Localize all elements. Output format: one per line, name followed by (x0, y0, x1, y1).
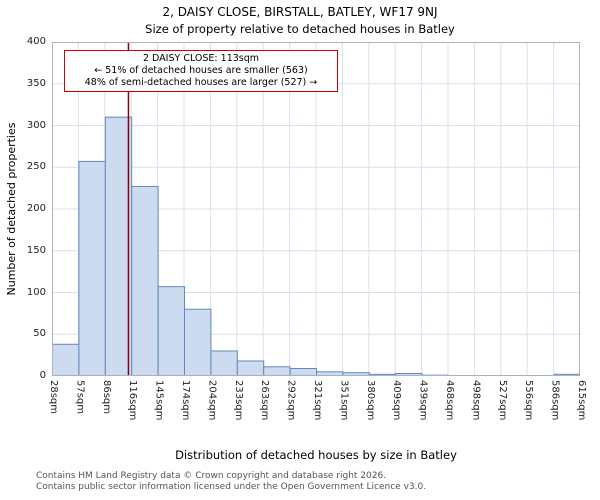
y-tick-label: 150 (26, 244, 46, 256)
footer-line-2: Contains public sector information licen… (36, 482, 427, 492)
x-tick-label: 439sqm (417, 380, 429, 421)
x-tick-label: 233sqm (232, 380, 244, 421)
x-tick-label: 351sqm (338, 380, 350, 421)
histogram-bar (289, 367, 318, 376)
x-tick-label: 498sqm (470, 380, 482, 421)
plot-area (52, 42, 580, 376)
plot-border (52, 42, 580, 376)
x-tick-label: 174sqm (180, 380, 191, 421)
x-tick-label: 57sqm (74, 380, 86, 415)
y-tick-label: 400 (26, 36, 46, 47)
y-tick-label: 250 (26, 161, 46, 173)
y-tick-label: 50 (33, 328, 46, 340)
histogram-bar (210, 350, 238, 376)
y-tick-label: 0 (39, 370, 46, 381)
footer-line-1: Contains HM Land Registry data © Crown c… (36, 471, 387, 481)
histogram-bar (78, 160, 106, 376)
chart-title: 2, DAISY CLOSE, BIRSTALL, BATLEY, WF17 9… (162, 5, 438, 19)
x-tick-label: 263sqm (259, 380, 271, 421)
x-tick-label: 380sqm (364, 380, 376, 421)
histogram-bar (157, 286, 185, 376)
x-tick-label: 116sqm (127, 380, 139, 421)
x-tick-label: 28sqm (48, 380, 59, 415)
y-tick-label: 100 (26, 286, 46, 298)
y-tick-label: 350 (26, 77, 46, 89)
annotation-line-3: 48% of semi-detached houses are larger (… (84, 77, 318, 88)
histogram-bar (184, 308, 212, 376)
x-tick-label: 204sqm (206, 380, 218, 421)
x-tick-label: 615sqm (576, 380, 587, 421)
x-tick-label: 527sqm (496, 380, 508, 421)
x-tick-label: 86sqm (100, 380, 112, 415)
y-tick-label: 300 (26, 119, 46, 131)
x-tick-label: 145sqm (153, 380, 165, 421)
annotation-line-1: 2 DAISY CLOSE: 113sqm (142, 53, 260, 64)
chart-subtitle: Size of property relative to detached ho… (145, 22, 455, 36)
property-annotation-box: 2 DAISY CLOSE: 113sqm ← 51% of detached … (64, 50, 338, 92)
x-tick-label: 292sqm (285, 380, 297, 421)
x-tick-label: 556sqm (523, 380, 535, 421)
x-tick-label: 409sqm (391, 380, 403, 421)
x-tick-label: 586sqm (549, 380, 561, 421)
histogram-bar (131, 185, 159, 376)
histogram-canvas (52, 42, 580, 376)
histogram-bar (52, 343, 80, 376)
annotation-line-2: ← 51% of detached houses are smaller (56… (94, 65, 308, 76)
histogram-bar (263, 366, 291, 376)
x-axis-label: Distribution of detached houses by size … (175, 448, 457, 462)
x-tick-label: 321sqm (312, 380, 323, 421)
histogram-bar (236, 360, 265, 376)
x-tick-label: 468sqm (444, 380, 455, 421)
y-tick-label: 200 (26, 203, 46, 214)
